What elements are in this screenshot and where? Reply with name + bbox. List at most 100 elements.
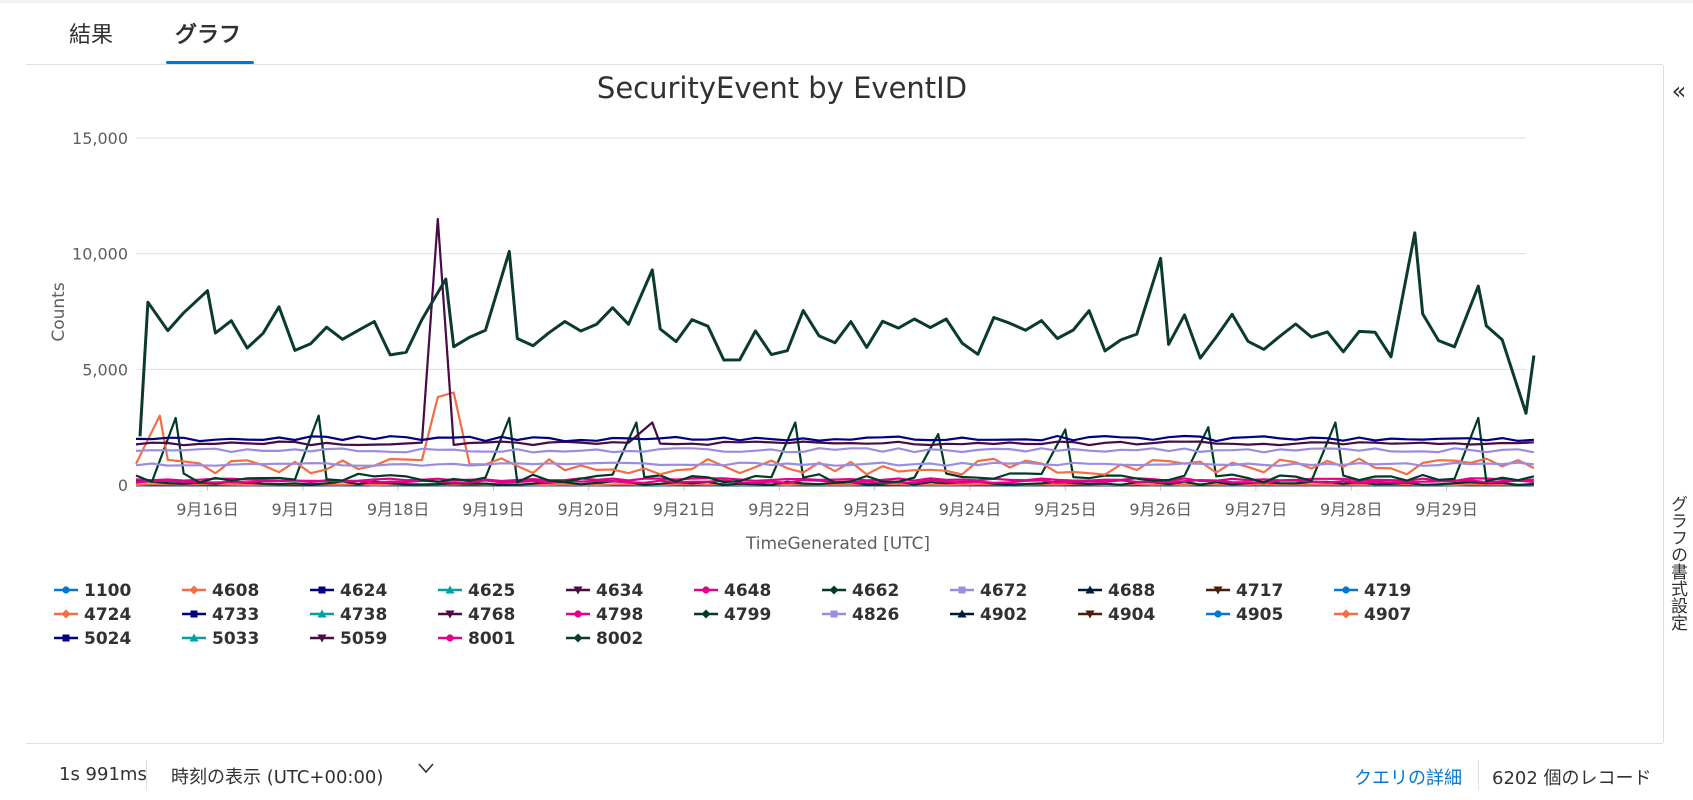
legend-item-8001[interactable]: 8001 — [438, 629, 515, 649]
legend-item-4634[interactable]: 4634 — [566, 581, 643, 601]
record-count: 6202 個のレコード — [1492, 764, 1652, 790]
legend-item-4648[interactable]: 4648 — [694, 581, 771, 601]
legend-item-4672[interactable]: 4672 — [950, 581, 1027, 601]
series-line-4608[interactable] — [136, 484, 1534, 485]
legend-item-5033[interactable]: 5033 — [182, 629, 259, 649]
legend-item-4907[interactable]: 4907 — [1334, 605, 1411, 625]
legend-label: 1100 — [84, 581, 131, 601]
legend-marker — [574, 610, 581, 617]
side-panel-label[interactable]: グラフの書式設定 — [1670, 495, 1690, 631]
x-tick-label: 9月17日 — [272, 500, 335, 519]
legend-label: 4648 — [724, 581, 771, 601]
x-tick-label: 9月18日 — [367, 500, 430, 519]
legend-item-4798[interactable]: 4798 — [566, 605, 643, 625]
legend-item-4905[interactable]: 4905 — [1206, 605, 1283, 625]
legend-label: 4608 — [212, 581, 259, 601]
plot-area — [136, 219, 1534, 485]
legend-label: 4624 — [340, 581, 387, 601]
tab-results[interactable]: 結果 — [56, 0, 126, 64]
legend-label: 4904 — [1108, 605, 1155, 625]
legend-item-4717[interactable]: 4717 — [1206, 581, 1283, 601]
legend-item-4624[interactable]: 4624 — [310, 581, 387, 601]
legend: 1100 4608 4624 4625 4634 4648 4662 4672 4688 4717… — [54, 581, 1411, 649]
legend-item-4738[interactable]: 4738 — [310, 605, 387, 625]
legend-label: 4724 — [84, 605, 131, 625]
legend-marker — [831, 611, 838, 618]
legend-item-4733[interactable]: 4733 — [182, 605, 259, 625]
tab-chart[interactable]: グラフ — [158, 0, 258, 64]
series-line-4624[interactable] — [136, 436, 1534, 441]
x-tick-label: 9月27日 — [1225, 500, 1288, 519]
legend-label: 4662 — [852, 581, 899, 601]
legend-item-4768[interactable]: 4768 — [438, 605, 515, 625]
legend-marker — [63, 635, 70, 642]
legend-label: 4826 — [852, 605, 899, 625]
legend-marker — [1214, 610, 1221, 617]
x-tick-label: 9月19日 — [462, 500, 525, 519]
legend-marker — [702, 586, 709, 593]
x-tick-label: 9月16日 — [176, 500, 239, 519]
y-tick-label: 10,000 — [72, 245, 128, 264]
grid-lines — [136, 138, 1526, 485]
legend-label: 4719 — [1364, 581, 1411, 601]
tab-chart-label: グラフ — [175, 23, 241, 48]
legend-item-4799[interactable]: 4799 — [694, 605, 771, 625]
y-tick-label: 0 — [118, 476, 128, 495]
legend-label: 4798 — [596, 605, 643, 625]
series-line-8002[interactable] — [140, 233, 1534, 437]
x-tick-label: 9月29日 — [1415, 500, 1478, 519]
legend-marker — [1342, 586, 1349, 593]
x-tick-label: 9月24日 — [939, 500, 1002, 519]
legend-item-5024[interactable]: 5024 — [54, 629, 131, 649]
line-chart: SecurityEvent by EventID Counts TimeGene… — [26, 65, 1663, 743]
x-tick-label: 9月26日 — [1129, 500, 1192, 519]
legend-item-4662[interactable]: 4662 — [822, 581, 899, 601]
y-axis-ticks: 0 5,000 10,000 15,000 — [72, 129, 128, 495]
tab-results-label: 結果 — [69, 23, 113, 48]
y-tick-label: 5,000 — [82, 360, 128, 379]
legend-marker — [62, 586, 69, 593]
legend-label: 8002 — [596, 629, 643, 649]
legend-item-4826[interactable]: 4826 — [822, 605, 899, 625]
legend-item-4904[interactable]: 4904 — [1078, 605, 1155, 625]
legend-item-4902[interactable]: 4902 — [950, 605, 1027, 625]
legend-marker — [574, 634, 583, 643]
legend-label: 4634 — [596, 581, 643, 601]
chevron-down-icon[interactable] — [418, 760, 434, 776]
legend-marker — [959, 587, 966, 594]
x-tick-label: 9月20日 — [557, 500, 620, 519]
legend-item-4688[interactable]: 4688 — [1078, 581, 1155, 601]
legend-label: 5059 — [340, 629, 387, 649]
legend-label: 4738 — [340, 605, 387, 625]
footer-divider — [146, 760, 147, 790]
legend-item-4608[interactable]: 4608 — [182, 581, 259, 601]
query-duration: 1s 991ms — [59, 764, 147, 785]
legend-marker — [702, 610, 711, 619]
legend-label: 4672 — [980, 581, 1027, 601]
legend-marker — [446, 634, 453, 641]
chart-area: SecurityEvent by EventID Counts TimeGene… — [26, 65, 1663, 743]
x-tick-label: 9月25日 — [1034, 500, 1097, 519]
legend-item-8002[interactable]: 8002 — [566, 629, 643, 649]
x-axis-label: TimeGenerated [UTC] — [745, 534, 930, 554]
y-axis-label: Counts — [49, 282, 69, 341]
legend-item-4719[interactable]: 4719 — [1334, 581, 1411, 601]
y-tick-label: 15,000 — [72, 129, 128, 148]
legend-item-4625[interactable]: 4625 — [438, 581, 515, 601]
legend-marker — [1342, 610, 1351, 619]
status-footer: 1s 991ms 時刻の表示 (UTC+00:00) クエリの詳細 6202 個… — [26, 743, 1663, 800]
timezone-dropdown[interactable]: 時刻の表示 (UTC+00:00) — [171, 763, 383, 789]
legend-marker — [191, 611, 198, 618]
query-details-link[interactable]: クエリの詳細 — [1354, 764, 1462, 790]
legend-item-5059[interactable]: 5059 — [310, 629, 387, 649]
legend-label: 4688 — [1108, 581, 1155, 601]
legend-marker — [319, 587, 326, 594]
series-line-4907[interactable] — [136, 393, 1534, 475]
legend-label: 4907 — [1364, 605, 1411, 625]
legend-item-1100[interactable]: 1100 — [54, 581, 131, 601]
double-chevron-left-icon[interactable]: « — [1668, 81, 1690, 103]
format-side-panel: « グラフの書式設定 — [1663, 65, 1693, 743]
footer-divider — [1478, 760, 1479, 790]
x-tick-label: 9月22日 — [748, 500, 811, 519]
legend-item-4724[interactable]: 4724 — [54, 605, 131, 625]
